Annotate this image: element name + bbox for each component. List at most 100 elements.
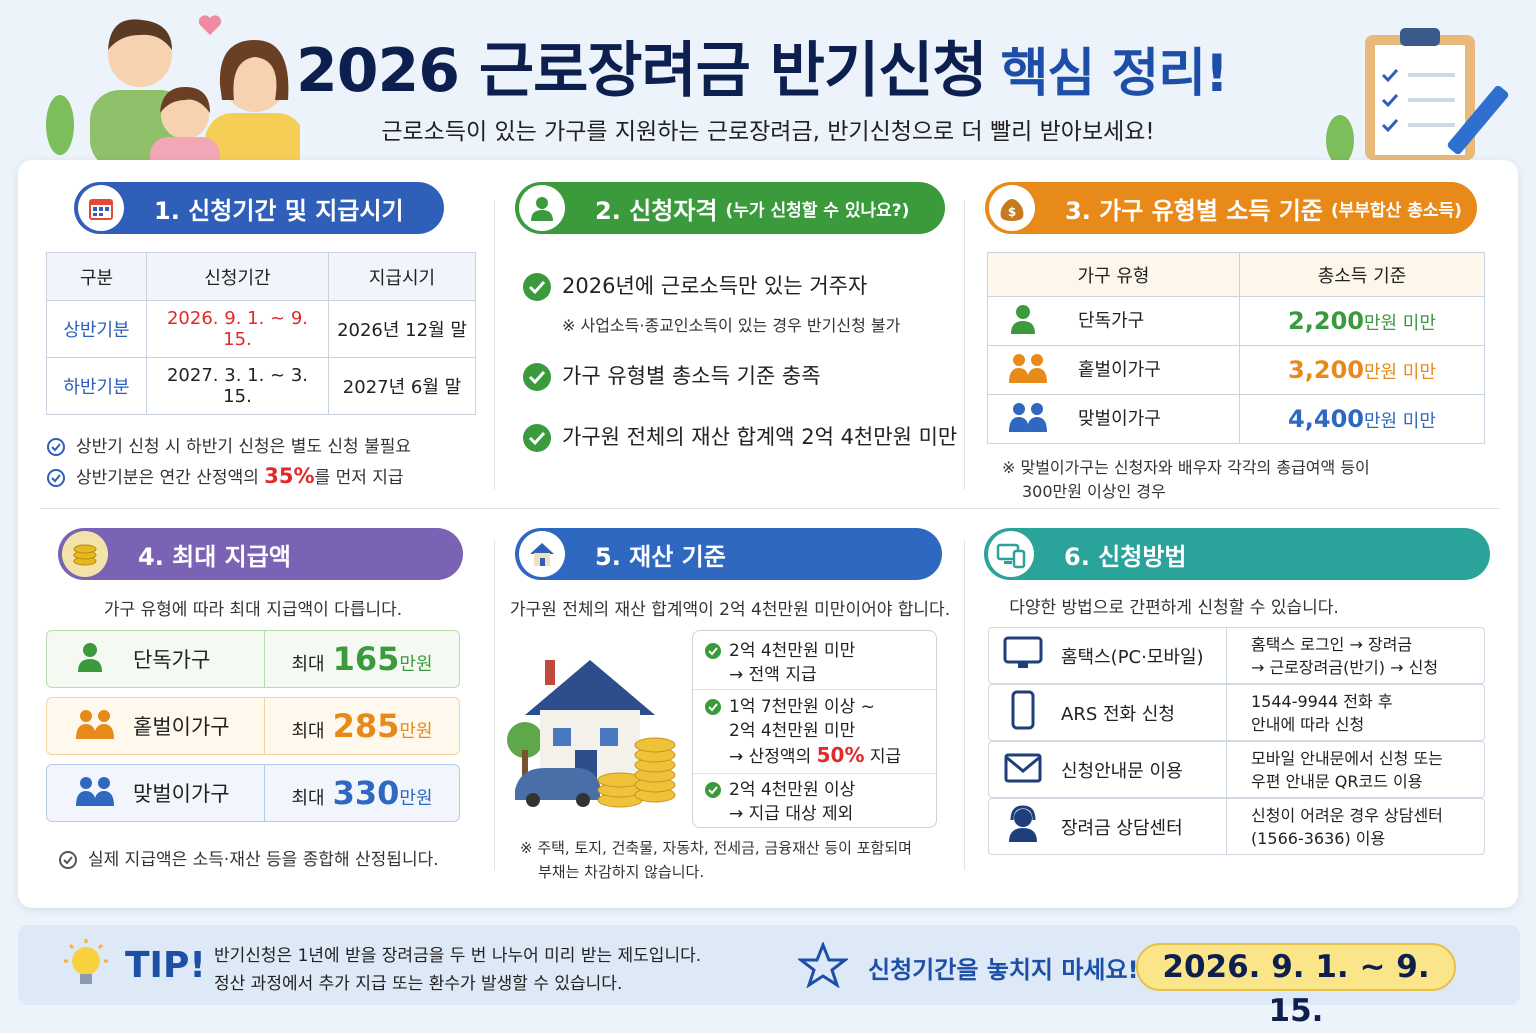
title-main: 2026 근로장려금 반기신청: [296, 36, 988, 106]
decoration: [219, 40, 289, 100]
text: 2,200: [1288, 307, 1364, 335]
decoration: ARS 전화 신청: [989, 685, 1227, 740]
text: (1566-3636) 이용: [1251, 828, 1386, 848]
decoration: [93, 213, 97, 216]
decoration: [51, 443, 61, 452]
date-badge: 2026. 9. 1. ~ 9. 15.: [1136, 943, 1456, 1029]
text: 단독가구: [133, 648, 211, 672]
decoration: [1008, 402, 1078, 437]
decoration: [94, 723, 114, 739]
decoration: [97, 943, 104, 950]
text: 2억 4천만원 이상: [729, 780, 856, 800]
text: 가구 유형별 총소득 기준 충족: [562, 364, 821, 388]
period-table: 구분 신청기간 지급시기 상반기분 2026. 9. 1. ~ 9. 15. 2026년…: [46, 252, 476, 415]
decoration: 모바일 안내문에서 신청 또는 우편 안내문 QR코드 이용: [1227, 747, 1484, 793]
decoration: [1004, 561, 1012, 564]
decoration: [59, 851, 77, 869]
decoration: [78, 658, 102, 672]
text: 장려금 상담센터: [1061, 817, 1183, 839]
section-header: 2. 신청자격 (누가 신청할 수 있나요?): [515, 182, 945, 234]
text: 1. 신청기간 및 지급시기: [154, 196, 404, 225]
decoration: [99, 213, 103, 216]
text: 2억 4천만원 미만: [729, 641, 856, 661]
decoration: [1009, 402, 1047, 432]
text: 2억 4천만원 미만: [729, 721, 856, 741]
decoration: [89, 199, 113, 220]
decoration: [705, 699, 721, 715]
decoration: [1381, 93, 1399, 108]
decoration: 상반기분 2026. 9. 1. ~ 9. 15. 2026년 12월 말: [46, 300, 476, 358]
text: 만원: [399, 654, 433, 675]
decoration: [1003, 804, 1061, 849]
method-row: ARS 전화 신청 1544-9944 전화 후 안내에 따라 신청: [988, 684, 1485, 741]
decoration: [528, 280, 546, 295]
decoration: [73, 544, 97, 566]
decoration: [80, 776, 92, 789]
decoration: [705, 782, 721, 798]
text: 5. 재산 기준: [595, 542, 726, 571]
text: 2027. 3. 1. ~ 3. 15.: [146, 357, 329, 415]
decoration: [76, 723, 96, 739]
decoration: [1009, 353, 1047, 383]
decoration: [47, 438, 65, 456]
text: 정산 과정에서 추가 지급 또는 환수가 발생할 수 있습니다.: [214, 974, 623, 994]
decoration: 하반기분 2027. 3. 1. ~ 3. 15. 2027년 6월 말: [46, 357, 476, 415]
decoration: [1031, 353, 1043, 366]
decoration: 최대 330만원: [265, 774, 459, 812]
decoration: 장려금 상담센터: [989, 799, 1227, 854]
decoration: [1447, 85, 1509, 155]
text: 330: [332, 774, 400, 812]
decoration: [523, 363, 551, 391]
decoration: [1013, 402, 1025, 415]
text: 상반기분은 연간 산정액의: [76, 468, 265, 488]
decoration: [1003, 635, 1061, 676]
decoration: [708, 647, 718, 656]
item: 가구 유형별 총소득 기준 충족: [522, 360, 821, 392]
method-row: 신청안내문 이용 모바일 안내문에서 신청 또는 우편 안내문 QR코드 이용: [988, 741, 1485, 798]
decoration: [46, 95, 74, 155]
decoration: [705, 782, 721, 798]
text: 반기신청은 1년에 받을 장려금을 두 번 나누어 미리 받는 제도입니다.: [214, 946, 702, 966]
note: 실제 지급액은 소득·재산 등을 종합해 산정됩니다.: [58, 845, 439, 870]
text: 만원: [399, 721, 433, 742]
decoration: [78, 185, 124, 231]
text: 1544-9944 전화 후: [1251, 691, 1393, 711]
decoration: 홑벌이가구: [987, 345, 1240, 395]
decoration: 홈택스 로그인 → 장려금 → 근로장려금(반기) → 신청: [1227, 633, 1484, 679]
decoration: [161, 91, 209, 139]
decoration: → 산정액의 50% 지급: [705, 743, 901, 769]
item: 2026년에 근로소득만 있는 거주자: [522, 270, 867, 302]
decoration: [1027, 367, 1047, 383]
decoration: [150, 137, 220, 165]
decoration: [47, 469, 65, 487]
bulb-icon: [64, 939, 108, 984]
decoration: [1003, 749, 1061, 790]
decoration: [75, 709, 133, 744]
decoration: [59, 851, 77, 869]
decoration: [522, 750, 528, 785]
decoration: [78, 642, 102, 672]
text: 모바일 안내문에서 신청 또는: [1251, 748, 1443, 768]
decoration: $: [1008, 205, 1016, 219]
income-row: 단독가구 2,200만원 미만: [987, 296, 1485, 346]
text: (부부합산 총소득): [1330, 200, 1462, 221]
decoration: [705, 643, 721, 659]
decoration: 최대 165만원: [265, 640, 459, 678]
decoration: [964, 200, 965, 490]
text: 4,400: [1288, 405, 1364, 433]
decoration: [1400, 28, 1440, 46]
decoration: [1004, 753, 1042, 783]
decoration: [1005, 755, 1041, 773]
text: 실제 지급액은 소득·재산 등을 종합해 산정됩니다.: [88, 850, 439, 870]
decoration: [108, 23, 172, 87]
item-note: ※ 사업소득·종교인소득이 있는 경우 반기신청 불가: [562, 316, 901, 335]
text: 구분: [46, 252, 147, 301]
decoration: [519, 531, 565, 577]
text: 3. 가구 유형별 소득 기준: [1065, 196, 1323, 225]
text: 35%: [264, 464, 315, 488]
decoration: 가구 유형 총소득 기준: [987, 252, 1485, 297]
decoration: 단독가구: [987, 296, 1240, 346]
footnote: ※ 맞벌이가구는 신청자와 배우자 각각의 총급여액 등이 300만원 이상인 경…: [1002, 456, 1370, 504]
clipboard-illustration: [1326, 28, 1509, 160]
